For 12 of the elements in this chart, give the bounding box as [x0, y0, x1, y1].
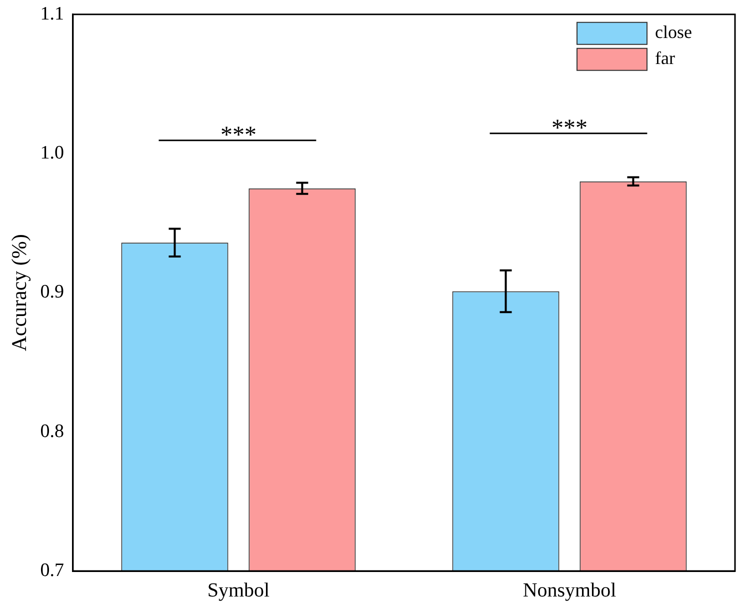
y-axis-title: Accuracy (%) — [7, 234, 32, 352]
legend-label: far — [655, 48, 675, 68]
y-tick-label: 0.7 — [40, 560, 64, 581]
y-tick-label: 0.8 — [40, 420, 64, 442]
y-tick-label: 1.1 — [40, 3, 64, 24]
y-tick-label: 0.9 — [40, 282, 64, 303]
x-tick-label: Symbol — [207, 579, 270, 602]
y-tick-label: 1.0 — [40, 142, 64, 164]
x-tick-label: Nonsymbol — [522, 579, 617, 602]
legend-label: close — [655, 22, 692, 42]
annotation: *** — [551, 115, 588, 142]
annotation: *** — [220, 122, 256, 148]
